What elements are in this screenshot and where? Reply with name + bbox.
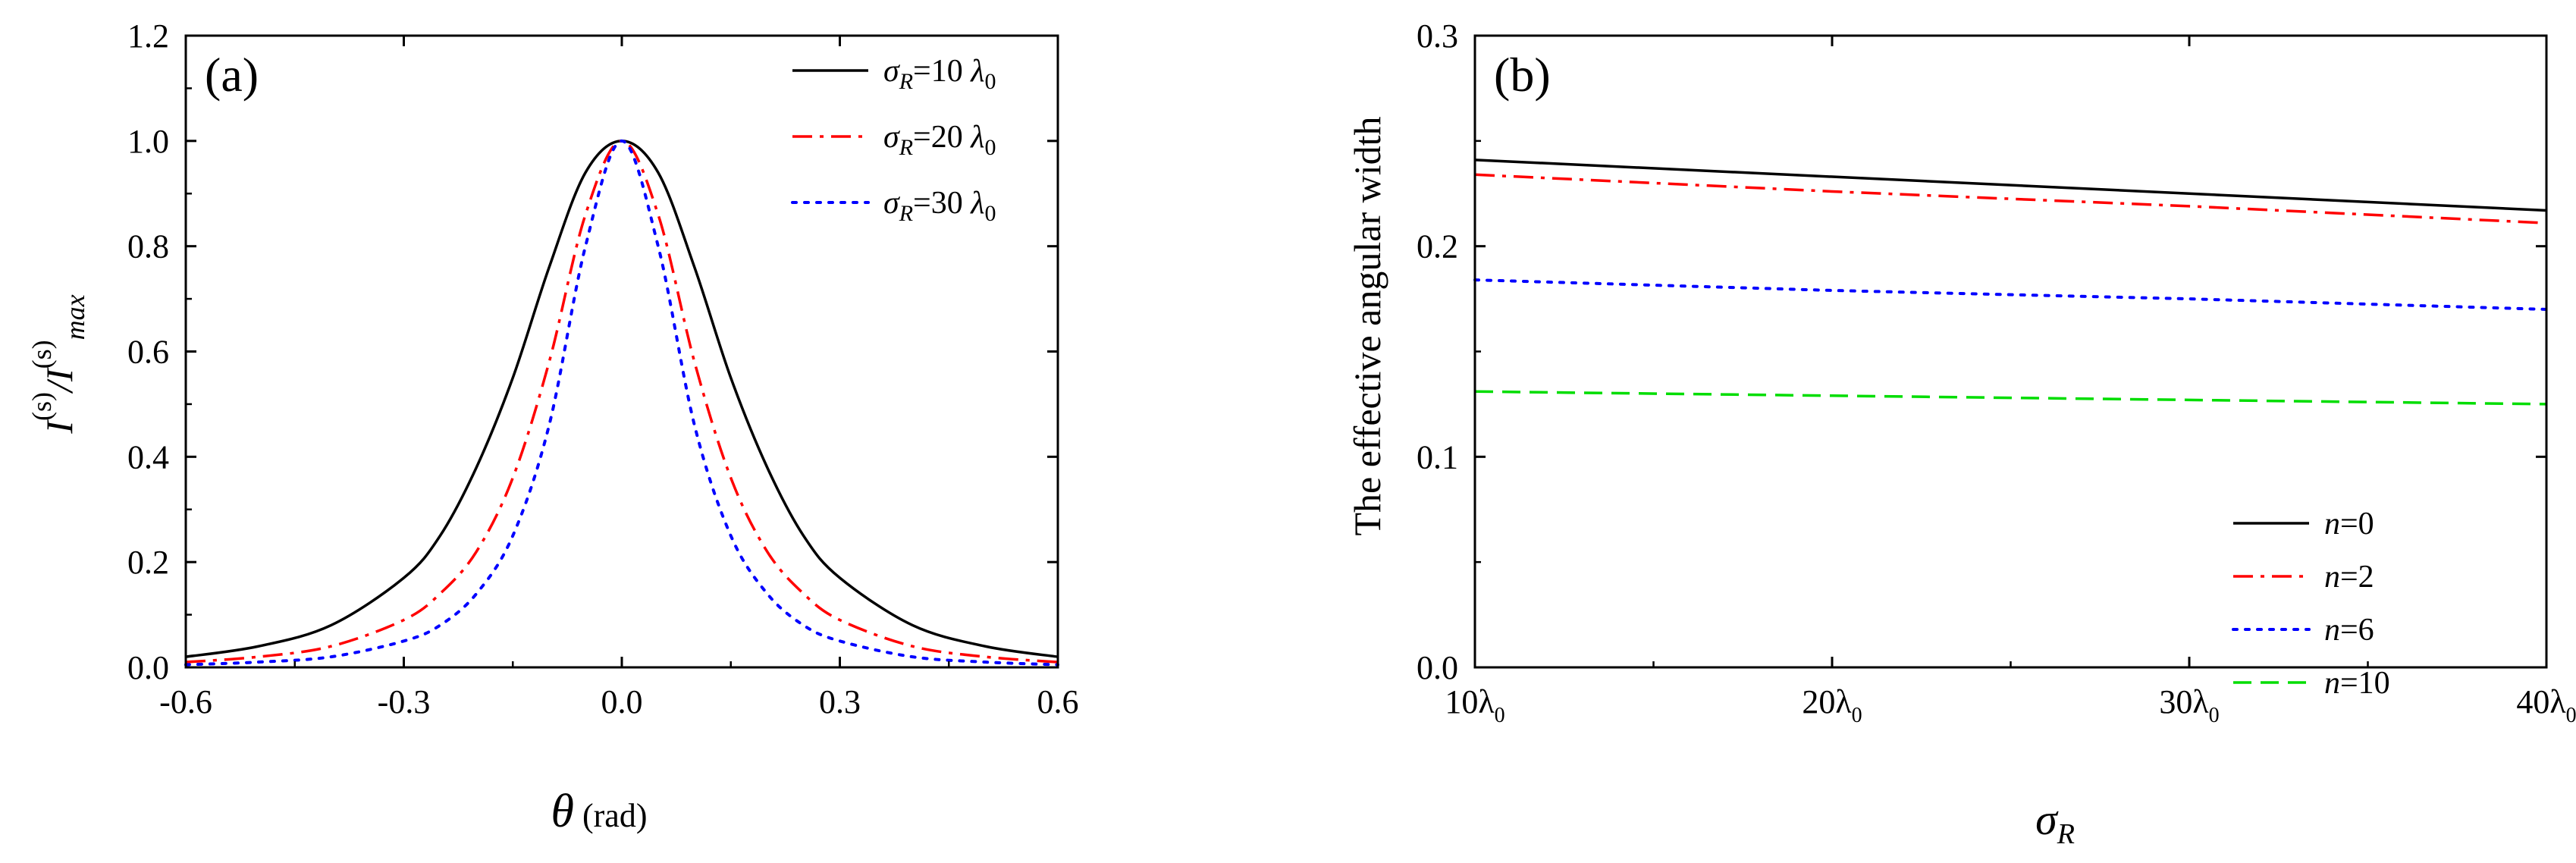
panel-b-label: (b) (1494, 48, 1551, 102)
panel-a-legend: σR=10 λ0 σR=20 λ0 σR=30 λ0 (791, 54, 996, 226)
panel-a-series-line-2 (184, 139, 1059, 667)
panel-b-y-tick-label: 0.2 (1417, 228, 1458, 265)
panel-a-x-tick-label: -0.6 (159, 683, 212, 720)
panel-a-y-tick-label: 0.6 (127, 334, 169, 371)
panel-b-chart: 10λ0 20λ0 30λ0 40λ0 0.0 0.1 0.2 0.3 (b) n=0 n=2… (1346, 17, 2576, 850)
panel-a-y-axis-title: I(s)/I(s)max (27, 294, 90, 434)
panel-b-x-tick-label: 10λ0 (1445, 683, 1504, 727)
panel-b-plot-frame (1473, 34, 2548, 669)
panel-a-x-tick-label: 0.0 (601, 683, 643, 720)
panel-b-legend-label-0: n=0 (2324, 507, 2374, 541)
panel-b-series-line-3 (1474, 390, 2547, 406)
panel-b-series-line-1 (1474, 173, 2547, 224)
panel-b-series-line-2 (1473, 278, 2548, 311)
panel-b-y-axis-title: The effective angular width (1346, 116, 1388, 535)
panel-a-legend-label-2: σR=30 λ0 (883, 186, 996, 226)
panel-b-x-tick-label: 30λ0 (2159, 683, 2219, 727)
svg-text:θ (rad): θ (rad) (551, 786, 648, 837)
panel-b-series-group (1473, 158, 2548, 406)
panel-a-label: (a) (205, 48, 259, 102)
panel-b-y-tick-label: 0.0 (1417, 649, 1458, 686)
panel-b-legend-label-2: n=6 (2324, 613, 2374, 648)
panel-a-x-tick-label: 0.3 (819, 683, 861, 720)
panel-a-x-tick-label: 0.6 (1037, 683, 1079, 720)
panel-b-legend: n=0 n=2 n=6 n=10 (2232, 507, 2390, 701)
panel-a-chart: -0.6 -0.3 0.0 0.3 0.6 0.00.20.40.60.81.01.2 … (27, 17, 1079, 837)
panel-a-y-tick-label: 0.4 (127, 438, 169, 475)
panel-a-x-axis-title: θ (rad) (551, 786, 648, 837)
panel-a-legend-label-0: σR=10 λ0 (883, 54, 996, 94)
panel-a-y-tick-label: 0.2 (127, 544, 169, 581)
panel-a-y-ticks: 0.0 0.2 0.4 0.6 0.8 1.0 1.2 (127, 17, 1058, 686)
panel-a-y-tick-label: 1.2 (127, 17, 169, 55)
panel-a-x-ticks: -0.6 -0.3 0.0 0.3 0.6 (159, 36, 1079, 720)
panel-b-x-tick-label: 40λ0 (2516, 683, 2576, 727)
panel-b-legend-label-1: n=2 (2324, 560, 2374, 595)
panel-a-legend-label-1: σR=20 λ0 (883, 120, 996, 160)
panel-b-y-ticks: 0.0 0.1 0.2 0.3 (1417, 17, 2546, 686)
panel-b-x-tick-label: 20λ0 (1802, 683, 1862, 727)
panel-a-x-tick-label: -0.3 (378, 683, 431, 720)
svg-text:I(s)/I(s)max: I(s)/I(s)max (27, 294, 90, 434)
panel-a-series-group (184, 139, 1059, 667)
panel-b-legend-label-3: n=10 (2324, 666, 2390, 701)
panel-b-x-ticks: 10λ0 20λ0 30λ0 40λ0 (1445, 36, 2576, 727)
panel-b-x-axis-title: σR (2035, 795, 2075, 850)
panel-b-series-line-0 (1474, 158, 2547, 212)
panel-a-y-tick-label: 0.0 (127, 649, 169, 686)
panel-a-y-tick-label: 0.8 (127, 228, 169, 265)
panel-b-y-tick-label: 0.3 (1417, 17, 1458, 55)
panel-a-y-tick-label: 1.0 (127, 123, 169, 160)
panel-b-y-tick-label: 0.1 (1417, 438, 1458, 475)
svg-text:σR: σR (2035, 795, 2075, 850)
